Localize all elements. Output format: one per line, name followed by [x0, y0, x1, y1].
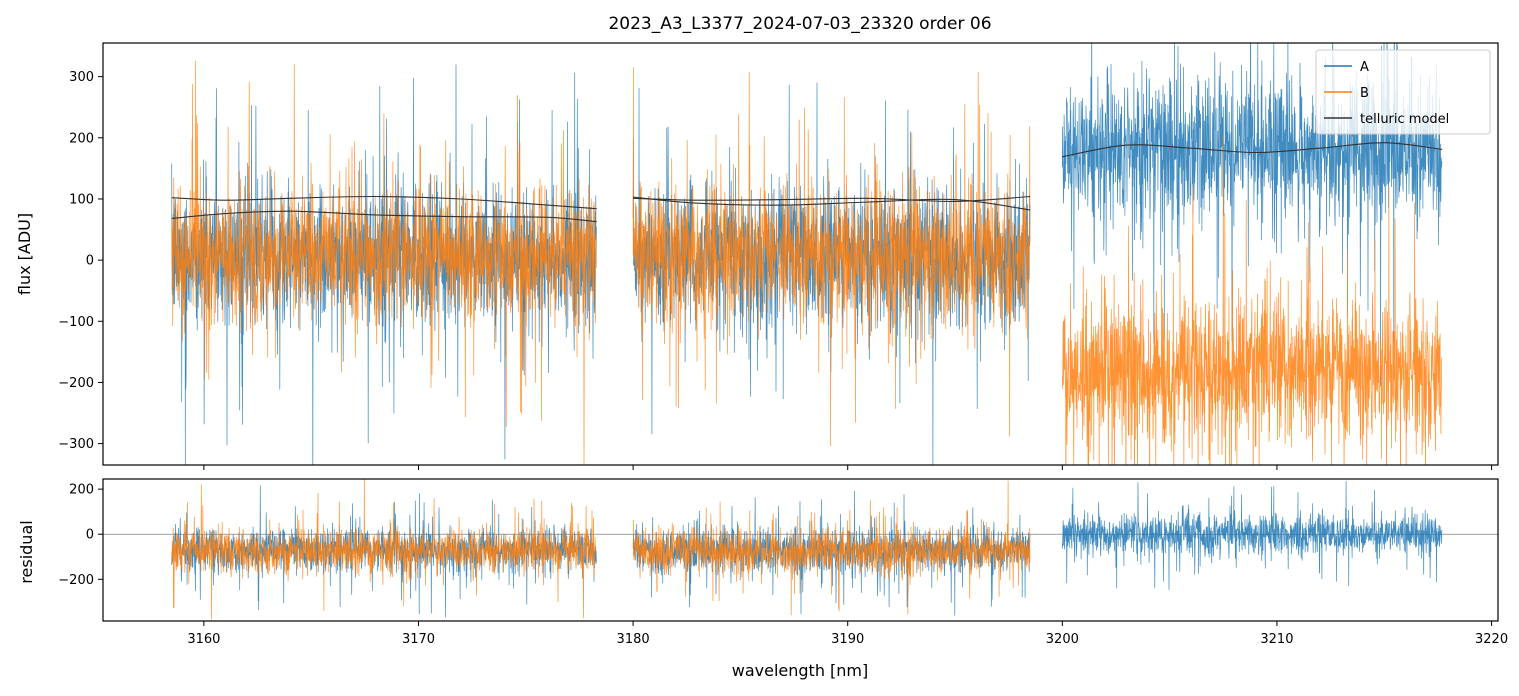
x-tick-label: 3190: [831, 632, 864, 647]
y-tick-label: −300: [58, 437, 94, 452]
y-tick-label: 0: [86, 254, 94, 269]
telluric-model-a-segment-3: [1062, 142, 1443, 158]
y-tick-label: 0: [86, 528, 94, 543]
residual-x-ticks: 3160 3170 3180 3190 3200 3210 3220: [187, 621, 1508, 647]
y-tick-label: 200: [69, 131, 94, 146]
flux-x-ticks: [203, 465, 1493, 470]
series-a-segment-3: [1061, 481, 1443, 591]
flux-plot-area: [171, 43, 1443, 465]
y-tick-label: −200: [58, 376, 94, 391]
x-tick-label: 3200: [1046, 632, 1079, 647]
flux-y-label: flux [ADU]: [15, 213, 34, 295]
flux-axes-frame: [102, 42, 1499, 466]
x-tick-label: 3220: [1475, 632, 1508, 647]
residual-y-label: residual: [17, 520, 36, 583]
y-tick-label: 100: [69, 192, 94, 207]
series-b-segment-2: [632, 67, 1031, 447]
legend-entry-telluric-model: telluric model: [1360, 112, 1449, 127]
telluric-model-b-segment-2: [633, 195, 1031, 202]
series-b-segment-2: [632, 480, 1031, 616]
telluric-model-a-segment-1: [171, 195, 597, 210]
residual-plot-area: [103, 479, 1498, 620]
flux-panel: −300 −200 −100 0 100 200 300 flux [ADU] ABtell…: [15, 42, 1499, 470]
flux-y-ticks: −300 −200 −100 0 100 200 300: [58, 70, 103, 452]
telluric-model-b-segment-1: [171, 210, 597, 223]
series-b-segment-1: [171, 479, 597, 620]
y-tick-label: 200: [69, 483, 94, 498]
x-tick-label: 3160: [187, 632, 220, 647]
residual-panel: −200 0 200 3160 3170 3180 3190 3200 3210 3220 re…: [17, 478, 1508, 680]
series-a-segment-3: [1061, 43, 1443, 387]
x-tick-label: 3210: [1260, 632, 1293, 647]
series-b-segment-1: [171, 60, 597, 465]
chart-title: 2023_A3_L3377_2024-07-03_23320 order 06: [608, 14, 991, 34]
series-b-segment-3: [1061, 134, 1443, 465]
legend-entry-b: B: [1360, 86, 1369, 101]
y-tick-label: −100: [58, 315, 94, 330]
legend-box: [1315, 49, 1491, 135]
legend-entry-a: A: [1360, 60, 1369, 75]
residual-y-ticks: −200 0 200: [58, 483, 103, 588]
y-tick-label: −200: [58, 573, 94, 588]
x-tick-label: 3170: [402, 632, 435, 647]
residual-axes-frame: [102, 478, 1499, 622]
x-tick-label: 3180: [617, 632, 650, 647]
x-axis-label: wavelength [nm]: [732, 661, 869, 680]
telluric-model-a-segment-2: [633, 196, 1031, 211]
y-tick-label: 300: [69, 70, 94, 85]
